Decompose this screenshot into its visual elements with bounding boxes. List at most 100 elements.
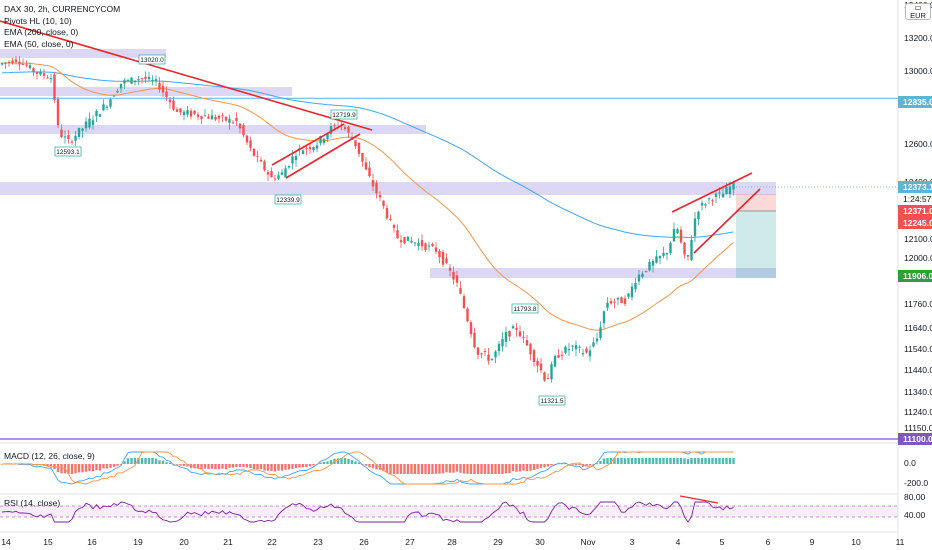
rsi-tick-label: 80.00 — [904, 492, 926, 502]
candle-body — [392, 225, 396, 228]
candle-body — [683, 242, 686, 255]
macd-histogram-bar — [175, 464, 179, 465]
candle-body — [648, 262, 651, 271]
price-tick-label: 13000.0 — [904, 66, 932, 76]
candle-body — [385, 207, 389, 219]
price-tick-label: 11440.0 — [904, 365, 932, 375]
candle-body — [347, 126, 350, 133]
macd-histogram-bar — [403, 464, 406, 474]
macd-histogram-bar — [529, 464, 532, 471]
candle-body — [46, 77, 49, 79]
macd-histogram-bar — [728, 458, 732, 464]
macd-histogram-bar — [284, 464, 287, 470]
macd-histogram-bar — [504, 464, 508, 474]
macd-histogram-bar — [490, 464, 494, 474]
trend-line — [271, 123, 345, 166]
macd-histogram-bar — [357, 462, 361, 464]
macd-histogram-bar — [522, 464, 525, 471]
candle-body — [280, 172, 284, 175]
macd-histogram-bar — [655, 458, 658, 464]
macd-histogram-bar — [469, 464, 473, 474]
candle-body — [249, 140, 252, 148]
macd-histogram-bar — [266, 464, 270, 471]
candle-body — [497, 343, 501, 351]
candle-body — [508, 331, 511, 337]
time-axis[interactable]: 14 15 16 19 20 21 22 23 26 27 28 29 30 Nov 3 4 5 6 9 10 11 — [1, 537, 904, 547]
macd-histogram-bar — [732, 458, 735, 464]
pivot-label-box — [138, 54, 166, 65]
macd-histogram-bar — [452, 464, 455, 473]
candle-body — [651, 260, 655, 266]
candle-body — [284, 168, 287, 178]
currency-button[interactable]: ▭ EUR — [905, 3, 931, 20]
time-tick-label: 14 — [1, 537, 11, 547]
candle-body — [403, 237, 406, 244]
candle-body — [525, 340, 529, 346]
macd-histogram-bar — [273, 464, 277, 472]
candle-body — [109, 99, 112, 107]
short-position-tool[interactable] — [736, 194, 776, 278]
macd-histogram-bar — [693, 458, 697, 464]
candle-body — [438, 251, 441, 258]
trend-lines[interactable] — [0, 20, 761, 254]
macd-histogram-bar — [161, 460, 165, 464]
macd-histogram-bar — [508, 464, 511, 474]
macd-histogram-bar — [438, 464, 441, 474]
candle-body — [448, 267, 452, 271]
candle-body — [228, 118, 231, 123]
macd-histogram-bar — [567, 464, 571, 465]
macd-histogram-bar — [74, 464, 77, 474]
horizontal-levels[interactable] — [0, 97, 898, 440]
candle-body — [515, 327, 518, 330]
candle-body — [539, 363, 543, 371]
time-tick-label: 3 — [630, 537, 635, 547]
rsi-panel — [0, 495, 898, 523]
ema200-legend[interactable]: EMA (200, close, 0) — [4, 27, 79, 37]
macd-histogram-bar — [466, 464, 469, 474]
candle-body — [504, 331, 508, 342]
macd-histogram-bar — [179, 464, 182, 466]
price-tick-label: 11340.0 — [904, 387, 932, 397]
ema50-legend[interactable]: EMA (50, close, 0) — [4, 38, 74, 49]
candle-body — [662, 252, 665, 256]
macd-histogram-bar — [613, 458, 616, 464]
candle-body — [578, 346, 581, 348]
candle-body — [18, 61, 21, 65]
rsi-legend[interactable]: RSI (14, close) — [4, 498, 61, 508]
trend-line — [285, 133, 361, 179]
candle-body — [11, 60, 14, 64]
macd-histogram-bar — [354, 461, 357, 464]
candle-body — [221, 115, 224, 117]
rsi-line — [1, 501, 734, 523]
macd-histogram-bar — [546, 464, 550, 467]
level-tag-11100: 11100.0 — [898, 433, 932, 445]
macd-histogram-bar — [277, 464, 280, 471]
macd-histogram-bar — [238, 464, 242, 467]
candle-body — [658, 255, 662, 259]
candle-body — [417, 243, 420, 246]
time-tick-label: 28 — [447, 537, 457, 547]
macd-legend[interactable]: MACD (12, 26, close, 9) — [4, 451, 95, 461]
macd-histogram-bar — [350, 460, 354, 464]
rsi-divergence-line — [679, 495, 719, 504]
pivot-labels: 13020.0 12593.1 12719.9 12339.9 11793.8 11321… — [54, 54, 566, 406]
candle-body — [389, 218, 392, 220]
candle-body — [588, 350, 592, 357]
macd-histogram-bar — [287, 464, 291, 470]
macd-histogram-bar — [396, 464, 399, 474]
rsi-tick-label: 40.00 — [904, 510, 926, 520]
candle-body — [714, 193, 718, 197]
candle-body — [63, 136, 67, 138]
candle-body — [147, 76, 151, 80]
candle-body — [469, 322, 473, 335]
symbol-title[interactable]: DAX 30, 2h, CURRENCYCOM — [4, 4, 121, 14]
macd-histogram-bar — [336, 458, 340, 464]
candle-body — [259, 159, 263, 162]
candle-body — [480, 353, 483, 355]
level-tag-12835: 12835.0 — [898, 96, 932, 108]
price-tick-label: 11540.0 — [904, 344, 932, 354]
candle-body — [161, 85, 165, 93]
pivots-legend[interactable]: Pivots HL (10, 10) — [4, 15, 72, 26]
candle-body — [637, 274, 641, 282]
